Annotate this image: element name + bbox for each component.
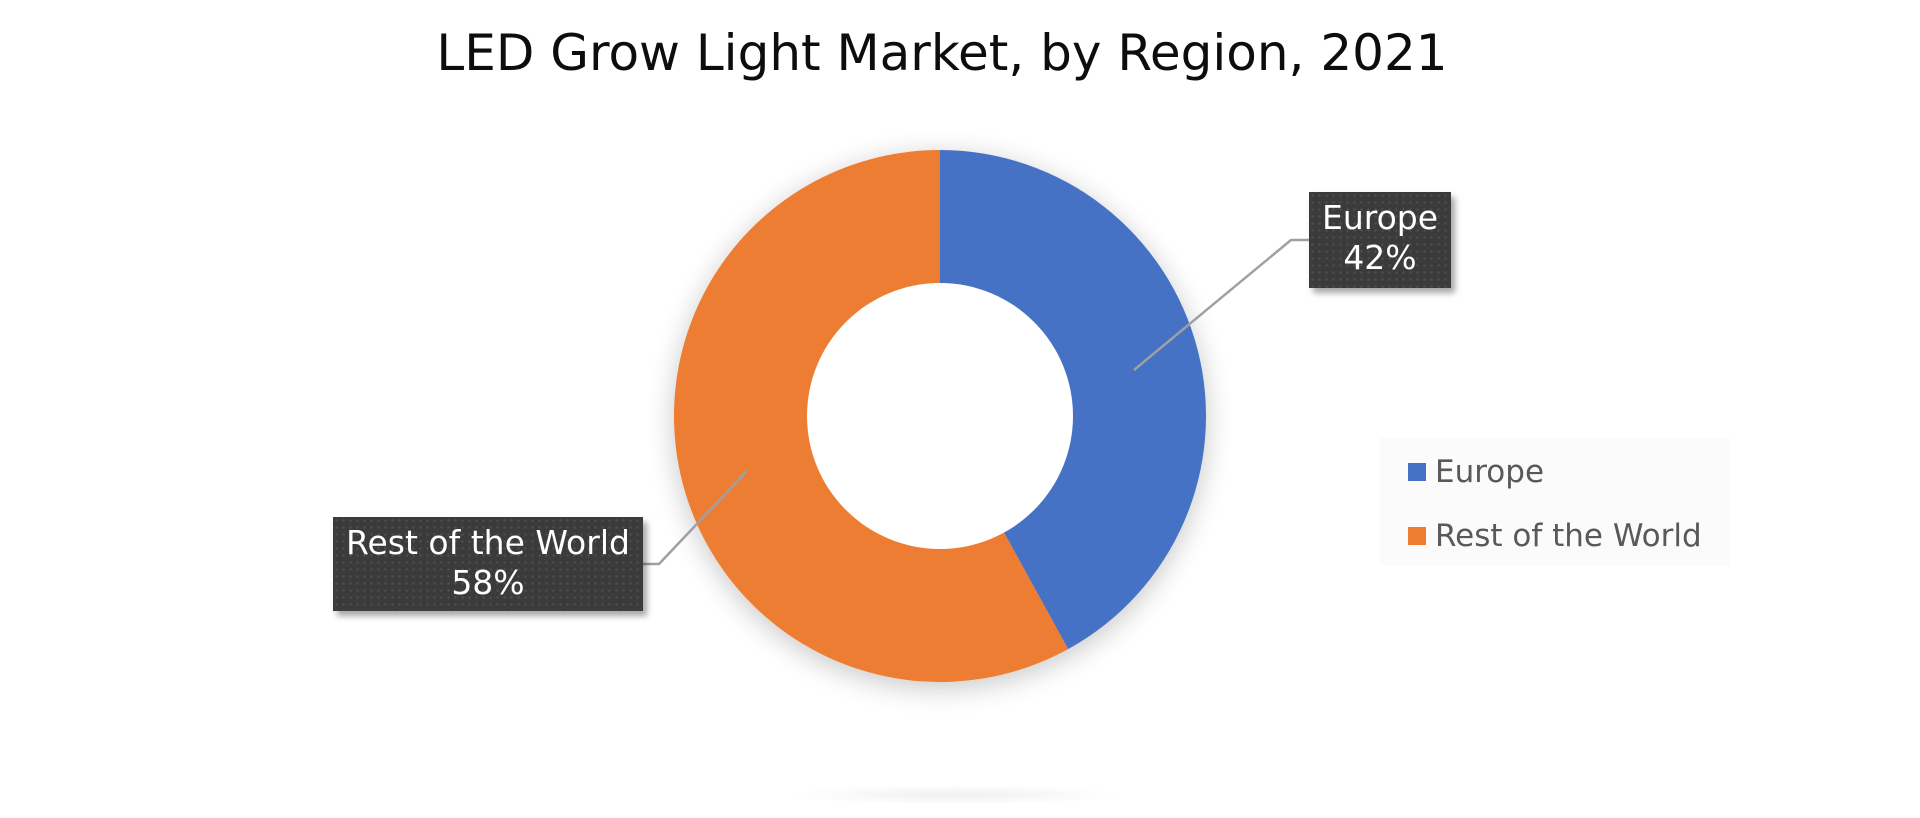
data-label-europe-value: 42% [1343, 238, 1417, 277]
floor-shadow [785, 785, 1125, 805]
leader-line-rest-of-world [643, 470, 748, 566]
chart-title: LED Grow Light Market, by Region, 2021 [436, 24, 1448, 82]
data-label-europe: Europe 42% [1309, 192, 1451, 288]
donut-hole [807, 283, 1073, 549]
leader-line-europe [1133, 238, 1309, 371]
legend-label-europe: Europe [1435, 454, 1545, 490]
legend-swatch-rest-of-world [1408, 527, 1426, 545]
data-label-europe-name: Europe [1321, 198, 1439, 237]
legend-item-europe[interactable]: Europe [1408, 454, 1544, 490]
chart-legend: Europe Rest of the World [1380, 438, 1730, 565]
legend-item-rest-of-world[interactable]: Rest of the World [1408, 518, 1702, 554]
data-label-rest-of-world-name: Rest of the World [346, 523, 630, 562]
legend-label-rest-of-world: Rest of the World [1435, 518, 1702, 554]
data-label-rest-of-world: Rest of the World 58% [333, 517, 643, 611]
legend-swatch-europe [1408, 463, 1426, 481]
data-label-rest-of-world-value: 58% [451, 563, 525, 602]
